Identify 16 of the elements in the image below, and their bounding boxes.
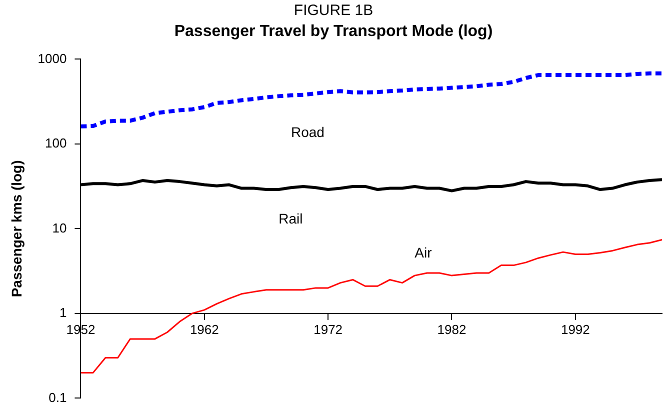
series-label: Rail <box>278 210 303 226</box>
y-tick-label: 10 <box>52 220 67 236</box>
x-tick-label: 1962 <box>190 322 219 337</box>
x-tick-label: 1982 <box>437 322 466 337</box>
chart-title: FIGURE 1B <box>294 2 374 20</box>
y-tick-label: 1 <box>59 305 67 320</box>
y-axis-title: Passenger kms (log) <box>8 160 24 298</box>
y-tick-label: 100 <box>45 136 67 151</box>
y-tick-label: 0.1 <box>48 390 67 405</box>
x-tick-label: 1972 <box>314 322 343 337</box>
chart-subtitle: Passenger Travel by Transport Mode (log) <box>174 23 493 40</box>
series-label: Air <box>414 244 432 260</box>
text: Road <box>290 124 324 140</box>
line-series <box>80 71 662 128</box>
y-tick-label: 1000 <box>38 50 67 66</box>
x-tick-label: 1992 <box>560 322 590 337</box>
